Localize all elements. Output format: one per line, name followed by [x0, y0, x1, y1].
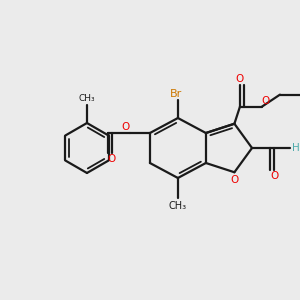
Text: O: O	[270, 171, 278, 181]
Text: CH₃: CH₃	[169, 201, 187, 211]
Text: Br: Br	[170, 89, 182, 99]
Text: O: O	[230, 175, 238, 185]
Text: CH₃: CH₃	[79, 94, 95, 103]
Text: O: O	[236, 74, 244, 84]
Text: O: O	[262, 96, 270, 106]
Text: O: O	[122, 122, 130, 132]
Text: H: H	[292, 143, 300, 153]
Text: O: O	[108, 154, 116, 164]
